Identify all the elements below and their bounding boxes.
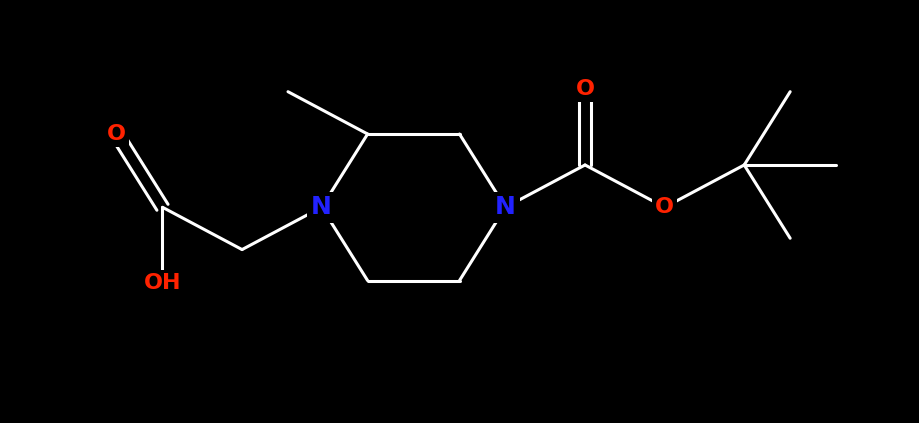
Text: O: O [655, 197, 675, 217]
Text: O: O [575, 79, 595, 99]
Text: N: N [495, 195, 516, 219]
Text: N: N [312, 195, 332, 219]
Text: OH: OH [143, 273, 181, 294]
Text: O: O [107, 124, 126, 144]
